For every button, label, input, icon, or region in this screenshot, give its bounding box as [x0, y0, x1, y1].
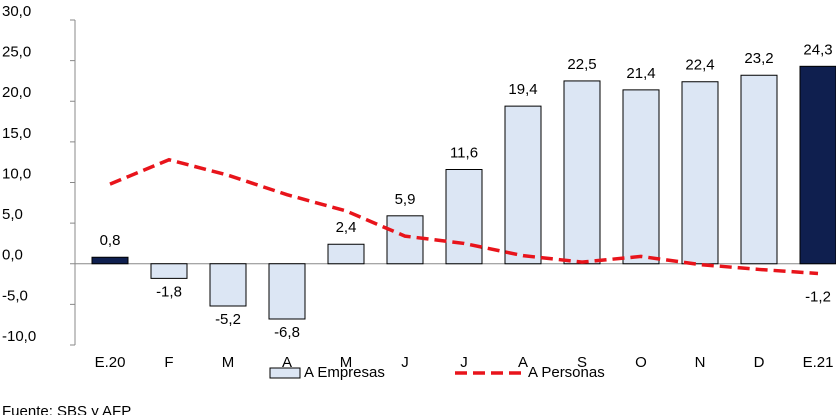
bar [209, 263, 247, 307]
value-label: 0,8 [100, 232, 121, 249]
value-label: -6,8 [274, 324, 300, 341]
y-tick-label: 25,0 [2, 44, 31, 61]
y-tick-label: 0,0 [2, 247, 23, 264]
y-tick-label: 30,0 [2, 3, 31, 20]
value-label: 11,6 [450, 144, 478, 161]
bar [327, 243, 365, 265]
value-label: 24,3 [803, 41, 832, 58]
value-label: 21,4 [626, 65, 655, 82]
bar [91, 256, 129, 265]
legend-label: A Empresas [304, 364, 385, 381]
x-tick-label: M [222, 354, 235, 371]
value-label: 5,9 [395, 191, 416, 208]
bar [504, 105, 542, 265]
value-label: 23,2 [744, 50, 773, 67]
value-label: 22,4 [685, 57, 714, 74]
y-tick-label: 20,0 [2, 84, 31, 101]
x-tick-label: D [754, 354, 765, 371]
x-tick-label: J [401, 354, 409, 371]
x-tick-label: A [282, 354, 292, 371]
bar [268, 263, 306, 320]
bar [563, 80, 601, 265]
value-label: -1,2 [805, 288, 831, 305]
x-tick-label: M [340, 354, 353, 371]
value-label: 19,4 [508, 81, 537, 98]
y-tick-label: -5,0 [2, 287, 28, 304]
bar [386, 215, 424, 265]
bar [445, 169, 483, 265]
x-tick-label: E.21 [803, 354, 834, 371]
y-tick-label: 10,0 [2, 165, 31, 182]
bar [622, 89, 660, 265]
bar [681, 81, 719, 265]
value-label: 22,5 [567, 56, 596, 73]
value-label: 2,4 [336, 219, 357, 236]
x-tick-label: E.20 [95, 354, 126, 371]
legend-swatch [269, 367, 301, 379]
y-tick-label: 5,0 [2, 206, 23, 223]
value-label: -1,8 [156, 283, 182, 300]
legend-label: A Personas [528, 364, 605, 381]
y-tick-label: -10,0 [2, 328, 36, 345]
line [109, 157, 819, 276]
value-label: -5,2 [215, 311, 241, 328]
x-tick-label: N [695, 354, 706, 371]
x-tick-label: S [577, 354, 587, 371]
x-tick-label: F [164, 354, 173, 371]
x-tick-label: O [635, 354, 647, 371]
y-tick-label: 15,0 [2, 125, 31, 142]
bar [740, 74, 778, 265]
x-tick-label: J [460, 354, 468, 371]
bar [150, 263, 188, 279]
x-tick-label: A [518, 354, 528, 371]
bar [799, 65, 836, 265]
source-note: Fuente: SBS y AFP [2, 403, 131, 415]
